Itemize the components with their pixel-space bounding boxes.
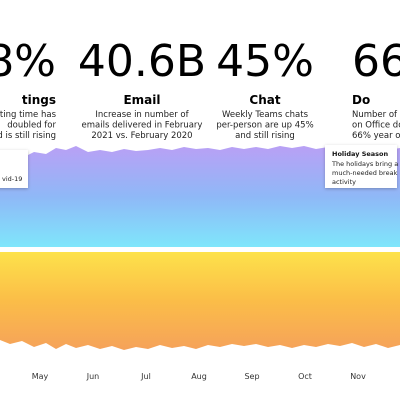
annotation-right: Holiday Season The holidays bring a much… [325,145,400,188]
top-band [0,146,400,247]
annotation-left: vid-19 [0,150,28,188]
bottom-band [0,252,400,350]
stat-description: per-person are up 45% [216,121,313,131]
stat-title: Email [123,93,160,107]
annotation-box [325,145,397,188]
annotation-text: The holidays bring a [331,160,398,168]
stat-value: 66 [352,36,400,87]
annotation-title: Holiday Season [332,150,389,158]
stat-description: on Office doc [352,121,400,131]
stat-description: 66% year ov [352,131,400,141]
annotation-text: vid-19 [2,175,22,183]
stat-description: nd is still rising [0,131,56,141]
month-label: Jul [140,372,151,381]
stat-value: 8% [0,36,56,87]
stat-title: Chat [249,93,280,107]
annotation-text: activity [332,178,356,186]
month-label: Jun [86,372,100,381]
annotation-text: much-needed break in [332,169,400,177]
month-label: Sep [244,372,259,381]
stat-value: 45% [216,36,314,87]
stat-value: 40.6B [78,36,206,87]
stat-description: 2021 vs. February 2020 [91,131,192,141]
stat-description: doubled for [7,121,56,131]
stat-description: Increase in number of [95,110,189,120]
stat-title: tings [22,93,56,107]
annotation-box [0,150,28,188]
stat-description: emails delivered in February [82,121,203,131]
stat-description: Weekly Teams chats [222,110,309,120]
month-label: Oct [298,372,312,381]
month-label: Aug [191,372,207,381]
stat-description: and still rising [235,131,295,141]
month-label: May [32,372,49,381]
month-label: Nov [350,372,366,381]
stat-description: Number of pe [352,110,400,120]
stat-title: Do [352,93,370,107]
stat-description: ting time has [0,110,57,120]
